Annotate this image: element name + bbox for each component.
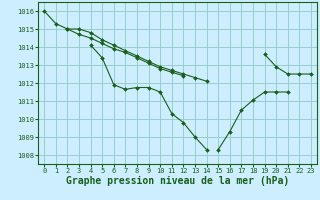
X-axis label: Graphe pression niveau de la mer (hPa): Graphe pression niveau de la mer (hPa) — [66, 176, 289, 186]
